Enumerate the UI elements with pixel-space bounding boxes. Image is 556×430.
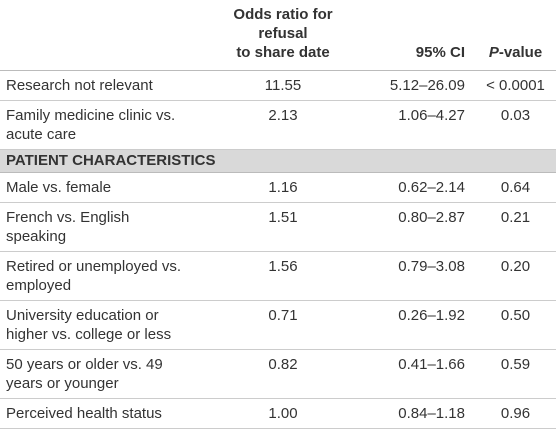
p-value: 0.96 [475, 398, 556, 429]
row-label: Research not relevant [0, 70, 202, 101]
label-line: years or younger [6, 375, 119, 392]
column-header: 95% CI [364, 0, 475, 71]
label-line: speaking [6, 228, 67, 245]
header-text: Odds ratio for refusal [233, 6, 333, 42]
row-label: 50 years or older vs. 49 years or younger [0, 349, 202, 399]
odds-ratio: 1.16 [202, 172, 364, 203]
table-row: Research not relevant 11.55 5.12–26.09 < 0.… [0, 70, 556, 101]
label-line: University education or [6, 307, 159, 324]
confidence-interval: 0.79–3.08 [364, 251, 475, 301]
odds-ratio: 1.51 [202, 202, 364, 252]
label-line: Family medicine clinic vs. [6, 107, 176, 124]
confidence-interval: 0.62–2.14 [364, 172, 475, 203]
p-value: 0.50 [475, 300, 556, 350]
row-label: Perceived health status [0, 398, 202, 429]
header-text: 95% CI [415, 44, 465, 61]
section-row: PATIENT CHARACTERISTICS [0, 149, 556, 173]
table-row: Family medicine clinic vs. acute care 2.13… [0, 100, 556, 150]
section-heading: PATIENT CHARACTERISTICS [0, 149, 556, 173]
label-line: Retired or unemployed vs. [6, 258, 182, 275]
table-row: University education or higher vs. colleg… [0, 300, 556, 350]
column-header: P-value [475, 0, 556, 71]
p-value: 0.03 [475, 100, 556, 150]
odds-ratio: 1.00 [202, 398, 364, 429]
odds-ratio: 2.13 [202, 100, 364, 150]
confidence-interval: 5.12–26.09 [364, 70, 475, 101]
table-row: French vs. English speaking 1.51 0.80–2.87 0… [0, 202, 556, 252]
row-label: University education or higher vs. colleg… [0, 300, 202, 350]
label-line: French vs. English [6, 209, 130, 226]
odds-ratio: 11.55 [202, 70, 364, 101]
row-label: Retired or unemployed vs. employed [0, 251, 202, 301]
p-value: 0.20 [475, 251, 556, 301]
p-value: 0.21 [475, 202, 556, 252]
label-line: Perceived health status [6, 405, 162, 422]
p-value: 0.64 [475, 172, 556, 203]
label-line: 50 years or older vs. 49 [6, 356, 163, 373]
header-text: P-value [488, 44, 543, 61]
label-line: employed [6, 277, 72, 294]
odds-ratio: 1.56 [202, 251, 364, 301]
table-row: Retired or unemployed vs. employed 1.56 0.7… [0, 251, 556, 301]
confidence-interval: 1.06–4.27 [364, 100, 475, 150]
table-row: Perceived health status 1.00 0.84–1.18 0.96 [0, 398, 556, 429]
row-label: Male vs. female [0, 172, 202, 203]
table-row: 50 years or older vs. 49 years or younger… [0, 349, 556, 399]
p-value: < 0.0001 [475, 70, 556, 101]
confidence-interval: 0.41–1.66 [364, 349, 475, 399]
confidence-interval: 0.80–2.87 [364, 202, 475, 252]
table-row: Male vs. female 1.16 0.62–2.14 0.64 [0, 172, 556, 203]
confidence-interval: 0.26–1.92 [364, 300, 475, 350]
label-line: higher vs. college or less [6, 326, 172, 343]
confidence-interval: 0.84–1.18 [364, 398, 475, 429]
column-header [0, 0, 202, 71]
table-body: Research not relevant 11.55 5.12–26.09 < 0.… [0, 70, 556, 429]
column-header: Odds ratio for refusal to share date [202, 0, 364, 71]
header-text: to share date [236, 44, 330, 61]
row-label: Family medicine clinic vs. acute care [0, 100, 202, 150]
label-line: Research not relevant [6, 77, 153, 94]
label-line: acute care [6, 126, 77, 143]
header-row: Odds ratio for refusal to share date 95% C… [0, 0, 556, 71]
odds-ratio: 0.71 [202, 300, 364, 350]
label-line: Male vs. female [6, 179, 112, 196]
odds-ratio: 0.82 [202, 349, 364, 399]
table-header: Odds ratio for refusal to share date 95% C… [0, 0, 556, 71]
row-label: French vs. English speaking [0, 202, 202, 252]
p-value: 0.59 [475, 349, 556, 399]
